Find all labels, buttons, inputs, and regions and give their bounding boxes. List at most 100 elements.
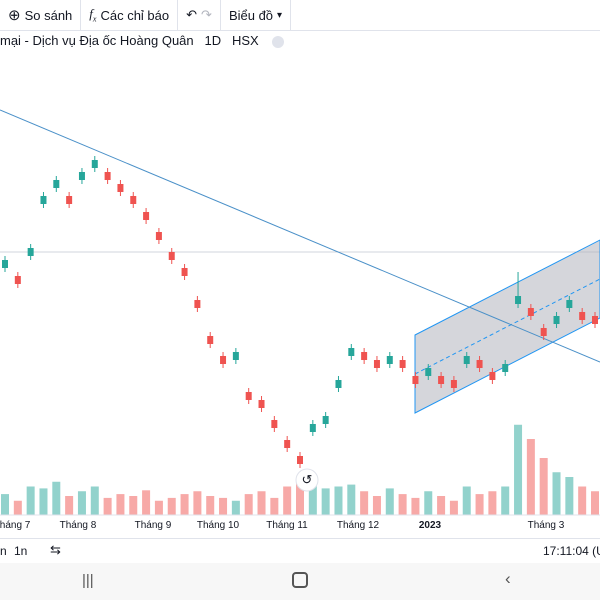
volume-bar xyxy=(462,486,471,515)
volume-bar xyxy=(539,458,548,515)
candle-body xyxy=(117,184,124,192)
volume-bar xyxy=(244,494,253,515)
candle-body xyxy=(309,424,316,432)
candle-body xyxy=(438,376,445,384)
candle-body xyxy=(553,316,560,324)
candle-body xyxy=(540,328,547,336)
volume-bar xyxy=(514,424,523,515)
parallel-channel xyxy=(414,239,600,414)
candle-body xyxy=(476,360,483,368)
volume-bar xyxy=(372,496,381,515)
volume-bar xyxy=(270,497,279,515)
replay-button[interactable] xyxy=(295,468,319,492)
symbol-line: mại - Dịch vụ Địa ốc Hoàng Quân 1D HSX xyxy=(0,33,285,48)
volume-bar xyxy=(552,472,561,515)
candle-body xyxy=(194,300,201,308)
chart-menu[interactable]: Biểu đồ ▾ xyxy=(221,0,292,30)
volume-bar xyxy=(347,484,356,515)
chart-menu-label: Biểu đồ xyxy=(228,7,274,23)
volume-bar xyxy=(13,500,22,515)
candle-body xyxy=(40,196,47,204)
candle-body xyxy=(91,160,98,168)
time-label: Tháng 8 xyxy=(60,520,97,531)
home-button[interactable] xyxy=(292,572,308,588)
candle-body xyxy=(130,196,137,204)
volume-bar xyxy=(437,496,446,515)
volume-bar xyxy=(360,491,369,515)
candle-body xyxy=(412,376,419,384)
volume-bar xyxy=(77,491,86,515)
volume-bar xyxy=(424,491,433,515)
candle-body xyxy=(104,172,111,180)
chart: ↺ Tháng 7 Tháng 8 Tháng 9 Tháng 10 Tháng… xyxy=(0,109,600,531)
compare-button[interactable]: ⊕ So sánh xyxy=(0,0,82,30)
volume-bar xyxy=(142,490,151,515)
candle-body xyxy=(386,356,393,364)
undo-redo[interactable]: ↶ ↷ xyxy=(178,0,221,30)
volume-bar xyxy=(488,491,497,515)
back-button[interactable]: ‹ xyxy=(505,569,511,588)
volume-bar xyxy=(52,481,61,515)
volume-bar xyxy=(257,491,266,515)
candle-body xyxy=(297,456,303,464)
candle-body xyxy=(143,212,150,220)
time-label: Tháng 12 xyxy=(337,520,380,531)
volume-bar xyxy=(334,486,343,515)
candle-body xyxy=(373,360,380,368)
volume-bar xyxy=(449,500,458,515)
volume-bar xyxy=(129,496,138,515)
volume-bar xyxy=(283,486,292,515)
candle-body xyxy=(78,172,85,180)
time-label: Tháng 3 xyxy=(528,520,565,531)
bottom-bar: n 1n ⇆ 17:11:04 (U xyxy=(0,538,600,563)
candle-body xyxy=(14,276,21,284)
replay-icon: ↺ xyxy=(302,472,313,487)
volume-bar xyxy=(154,500,163,515)
volume-bar xyxy=(103,497,112,515)
indicators-button[interactable]: fx Các chỉ báo xyxy=(81,0,179,30)
candle-body xyxy=(284,440,291,448)
volume-bar xyxy=(565,477,574,515)
volume-bar xyxy=(398,494,407,515)
candle-body xyxy=(245,392,252,400)
volume-bar xyxy=(219,497,228,515)
clock: 17:11:04 (U xyxy=(543,544,600,558)
time-label: Tháng 11 xyxy=(266,520,308,531)
candle-body xyxy=(27,248,34,256)
volume-bar xyxy=(193,491,202,515)
candle-body xyxy=(450,380,457,388)
candle-body xyxy=(271,420,278,428)
candle-body xyxy=(2,260,8,268)
android-nav: ||| ‹ xyxy=(0,563,600,600)
candle-body xyxy=(207,336,214,344)
volume-bar xyxy=(206,496,215,515)
collapse-button[interactable] xyxy=(272,35,285,48)
recents-button[interactable]: ||| xyxy=(82,572,94,589)
volume-bar xyxy=(475,494,484,515)
date-range-icon[interactable]: ⇆ xyxy=(50,542,61,557)
volume-bar xyxy=(180,494,189,515)
volume-bar xyxy=(308,481,317,515)
compare-label: So sánh xyxy=(24,7,73,23)
time-label: 2023 xyxy=(419,520,442,531)
volume-bar xyxy=(526,439,535,515)
range-button[interactable]: n xyxy=(0,544,7,558)
time-label: Tháng 10 xyxy=(197,520,240,531)
candle-body xyxy=(335,380,342,388)
candle-body xyxy=(168,252,175,260)
volume-bar xyxy=(501,486,510,515)
volume-bar xyxy=(26,486,35,515)
symbol-name: mại - Dịch vụ Địa ốc Hoàng Quân xyxy=(0,33,194,48)
toolbar: ⊕ So sánh fx Các chỉ báo ↶ ↷ Biểu đồ ▾ xyxy=(0,0,600,31)
volume-bar xyxy=(39,488,48,515)
volume-bar xyxy=(90,486,99,515)
volume-bar xyxy=(578,486,587,515)
indicators-label: Các chỉ báo xyxy=(100,7,170,23)
candle-body xyxy=(66,196,73,204)
range-button[interactable]: 1n xyxy=(14,544,28,558)
candle-body xyxy=(232,352,239,360)
candle-body xyxy=(399,360,406,368)
time-label: Tháng 9 xyxy=(135,520,172,531)
volume-bar xyxy=(591,491,599,515)
